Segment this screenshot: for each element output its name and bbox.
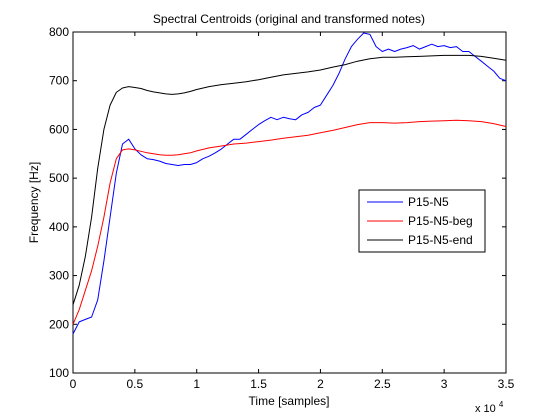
series-lines: [72, 32, 507, 335]
x-tick-label: 3: [441, 377, 448, 391]
x-axis-ticks: 0 0.5 1 1.5 2 2.5 3 3.5: [70, 32, 515, 391]
x-tick-label: 1: [193, 377, 200, 391]
x-axis-multiplier: x 10 4: [475, 400, 504, 415]
x-multiplier-base: x 10: [475, 403, 496, 415]
y-tick-label: 100: [49, 366, 69, 380]
y-tick-label: 400: [49, 220, 69, 234]
legend: P15-N5 P15-N5-beg P15-N5-end: [358, 189, 486, 253]
legend-label-p15-n5-beg: P15-N5-beg: [408, 214, 473, 228]
x-axis-label: Time [samples]: [249, 394, 330, 408]
y-tick-label: 200: [49, 317, 69, 331]
legend-label-p15-n5: P15-N5: [408, 195, 449, 209]
x-multiplier-exponent: 4: [499, 400, 504, 409]
y-tick-label: 300: [49, 269, 69, 283]
x-tick-label: 3.5: [498, 377, 515, 391]
x-tick-label: 2: [317, 377, 324, 391]
x-tick-label: 1.5: [250, 377, 267, 391]
chart-title: Spectral Centroids (original and transfo…: [153, 12, 425, 26]
series-line-p15-n5-beg: [72, 119, 507, 325]
y-tick-label: 500: [49, 171, 69, 185]
x-tick-label: 0: [70, 377, 77, 391]
y-axis-label: Frequency [Hz]: [27, 162, 41, 243]
y-tick-label: 700: [49, 74, 69, 88]
y-axis-ticks: 100 200 300 400 500 600 700 800: [49, 25, 506, 380]
x-tick-label: 0.5: [127, 377, 144, 391]
series-line-p15-n5: [72, 32, 507, 335]
series-line-p15-n5-end: [72, 54, 507, 305]
legend-label-p15-n5-end: P15-N5-end: [408, 233, 473, 247]
y-tick-label: 600: [49, 122, 69, 136]
x-tick-label: 2.5: [374, 377, 391, 391]
y-tick-label: 800: [49, 25, 69, 39]
